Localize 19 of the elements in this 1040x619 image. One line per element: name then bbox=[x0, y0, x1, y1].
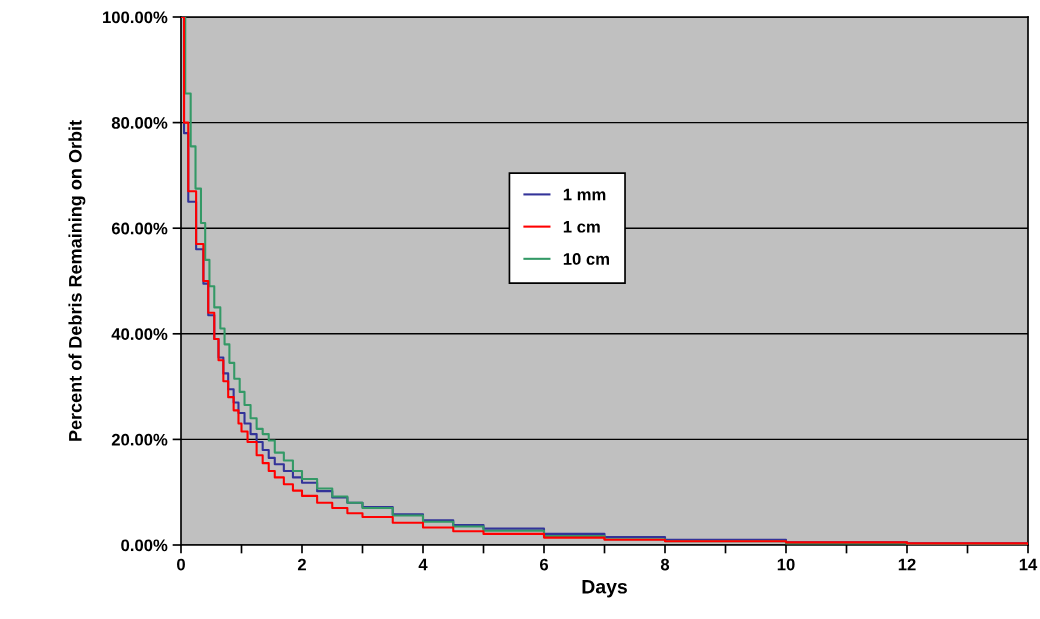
x-tick-label: 2 bbox=[297, 558, 306, 571]
y-tick-label: 40.00% bbox=[111, 328, 168, 340]
x-tick-label: 6 bbox=[539, 558, 549, 571]
y-tick-label: 100.00% bbox=[103, 11, 168, 24]
x-tick-label: 4 bbox=[418, 558, 428, 571]
y-tick-label: 80.00% bbox=[111, 117, 168, 129]
x-axis-title: Days bbox=[582, 580, 627, 598]
legend-label: 1 mm bbox=[563, 188, 606, 201]
y-tick-label: 20.00% bbox=[111, 433, 168, 446]
y-tick-label: 60.00% bbox=[111, 222, 168, 235]
x-tick-label: 0 bbox=[177, 558, 185, 571]
legend-label: 1 cm bbox=[563, 220, 600, 233]
x-tick-label: 14 bbox=[1019, 558, 1038, 571]
x-tick-label: 8 bbox=[660, 558, 670, 571]
x-tick-label: 10 bbox=[777, 558, 795, 571]
legend-label: 10 cm bbox=[563, 253, 609, 265]
y-axis-title: Percent of Debris Remaining on Orbit bbox=[68, 120, 86, 441]
x-tick-label: 12 bbox=[898, 558, 916, 571]
y-tick-label: 0.00% bbox=[121, 539, 168, 552]
